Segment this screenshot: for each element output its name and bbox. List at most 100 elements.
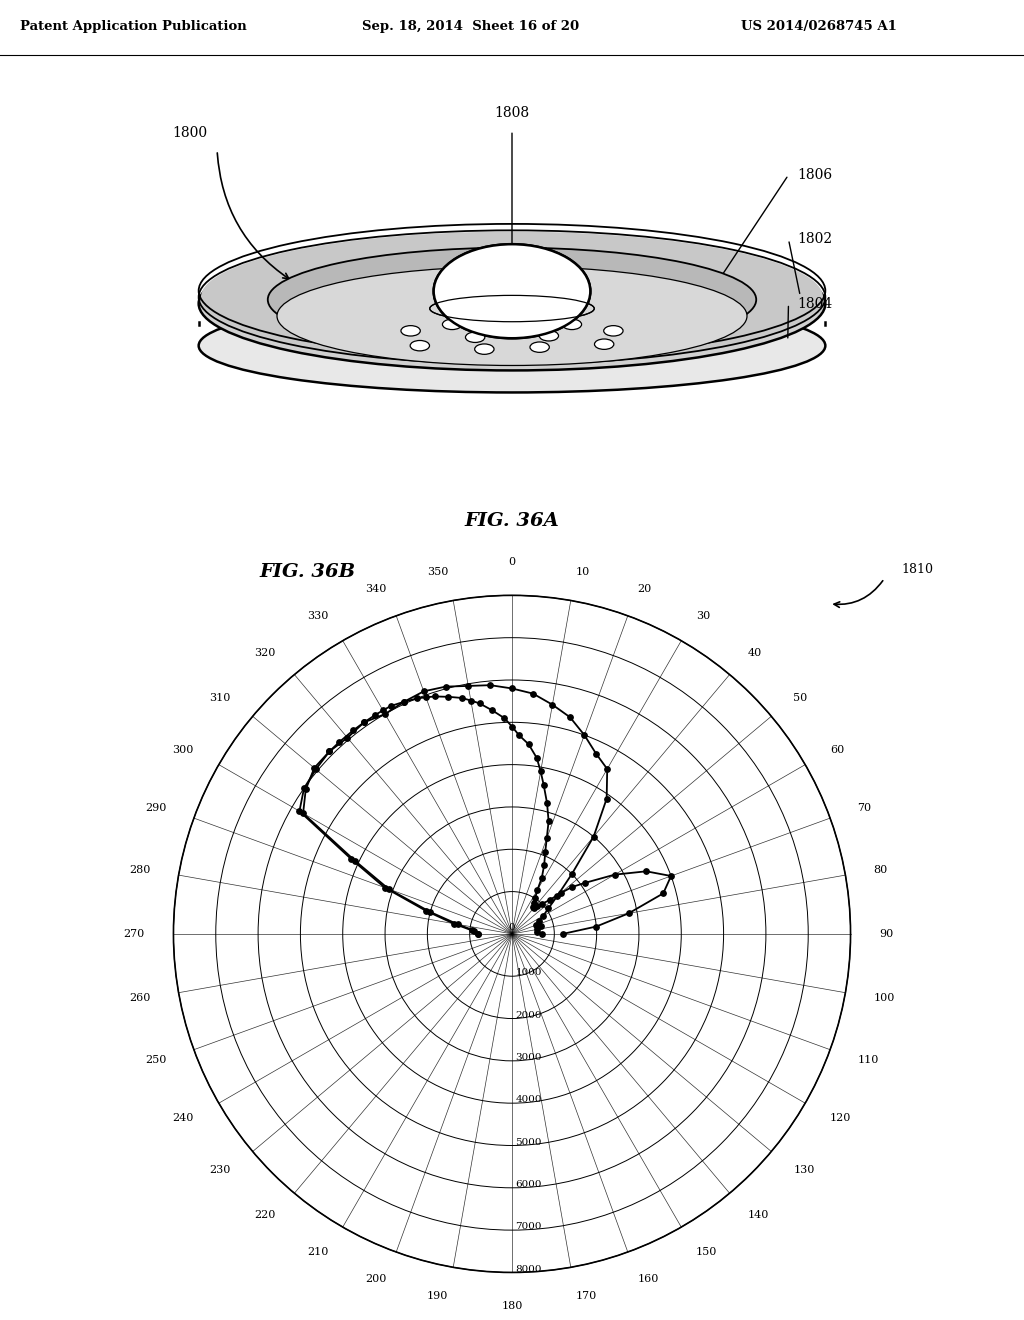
Point <box>520 734 537 755</box>
Point <box>409 688 425 709</box>
Point <box>298 779 314 800</box>
Text: 260: 260 <box>129 993 151 1003</box>
Point <box>525 682 542 704</box>
Point <box>504 678 520 700</box>
Circle shape <box>442 319 462 330</box>
Text: 110: 110 <box>857 1055 879 1064</box>
Point <box>345 719 361 741</box>
Text: FIG. 36B: FIG. 36B <box>259 562 355 581</box>
Text: 30: 30 <box>695 611 710 620</box>
Text: 190: 190 <box>427 1291 449 1300</box>
Text: 230: 230 <box>209 1166 230 1175</box>
Text: FIG. 36A: FIG. 36A <box>465 512 559 531</box>
Point <box>470 924 486 945</box>
Point <box>528 747 545 768</box>
Point <box>355 711 372 733</box>
Point <box>375 700 391 721</box>
Text: 350: 350 <box>427 568 449 577</box>
Point <box>663 866 679 887</box>
Point <box>460 676 476 697</box>
Text: Sep. 18, 2014  Sheet 16 of 20: Sep. 18, 2014 Sheet 16 of 20 <box>362 20 580 33</box>
Point <box>355 711 372 733</box>
Point <box>542 890 558 911</box>
Point <box>377 704 393 725</box>
Point <box>437 676 454 697</box>
Point <box>541 810 557 832</box>
Point <box>586 826 602 847</box>
Ellipse shape <box>434 244 591 338</box>
Point <box>538 841 554 862</box>
Point <box>536 854 552 875</box>
Circle shape <box>401 326 420 337</box>
Text: 50: 50 <box>794 693 808 702</box>
Point <box>464 920 480 941</box>
Point <box>395 692 412 713</box>
Point <box>395 692 412 713</box>
Point <box>524 896 541 917</box>
Text: 160: 160 <box>638 1274 659 1284</box>
Text: 100: 100 <box>873 993 895 1003</box>
Text: 2000: 2000 <box>515 1011 542 1019</box>
Point <box>534 924 550 945</box>
Point <box>529 921 546 942</box>
Point <box>322 741 338 762</box>
Text: 340: 340 <box>365 583 386 594</box>
Text: 250: 250 <box>145 1055 167 1064</box>
Point <box>530 911 547 932</box>
Text: 60: 60 <box>830 746 845 755</box>
Circle shape <box>411 341 429 351</box>
Point <box>504 715 520 737</box>
Point <box>563 863 580 884</box>
Point <box>539 792 555 813</box>
Point <box>466 920 482 941</box>
Text: 5000: 5000 <box>515 1138 542 1147</box>
Point <box>525 898 542 919</box>
Point <box>527 888 544 909</box>
Text: 150: 150 <box>695 1247 717 1257</box>
Point <box>511 725 527 746</box>
Text: 20: 20 <box>638 583 652 594</box>
Text: 1000: 1000 <box>515 969 542 977</box>
Text: 1800: 1800 <box>172 127 207 140</box>
Point <box>482 675 499 696</box>
Point <box>471 693 487 714</box>
Point <box>532 760 549 781</box>
Point <box>346 850 362 871</box>
Point <box>529 895 546 916</box>
Text: 1802: 1802 <box>798 232 833 247</box>
Text: 270: 270 <box>124 929 144 939</box>
Point <box>343 849 359 870</box>
Text: 220: 220 <box>255 1210 275 1220</box>
Text: US 2014/0268745 A1: US 2014/0268745 A1 <box>741 20 897 33</box>
Text: 4000: 4000 <box>515 1096 542 1105</box>
Circle shape <box>604 326 623 337</box>
Text: 310: 310 <box>209 693 230 702</box>
Circle shape <box>595 339 613 350</box>
Point <box>534 894 550 915</box>
Point <box>606 865 623 886</box>
Point <box>306 758 323 779</box>
Point <box>527 915 544 936</box>
Ellipse shape <box>278 267 748 366</box>
Text: 7000: 7000 <box>515 1222 542 1232</box>
Text: 8000: 8000 <box>515 1265 542 1274</box>
Point <box>377 876 393 898</box>
Circle shape <box>562 319 582 330</box>
Ellipse shape <box>199 236 825 371</box>
Point <box>416 681 432 702</box>
Point <box>529 879 546 900</box>
Ellipse shape <box>199 298 825 392</box>
Point <box>534 867 550 888</box>
Point <box>427 686 443 708</box>
Text: 140: 140 <box>749 1210 769 1220</box>
Point <box>440 686 457 708</box>
Text: 330: 330 <box>307 611 329 620</box>
Point <box>339 727 355 748</box>
Point <box>291 801 307 822</box>
Point <box>484 700 501 721</box>
Point <box>422 902 438 923</box>
Point <box>577 725 593 746</box>
Text: 1806: 1806 <box>798 168 833 182</box>
Text: 0: 0 <box>509 557 515 566</box>
Text: 120: 120 <box>830 1113 852 1122</box>
